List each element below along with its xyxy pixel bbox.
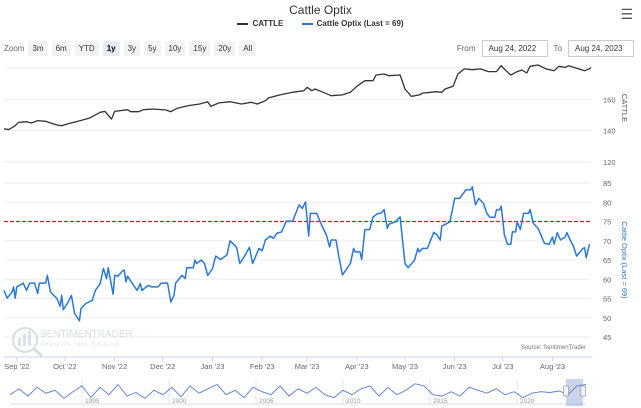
zoom-1y-button[interactable]: 1y — [102, 41, 120, 56]
cattle-optix-line — [3, 186, 591, 322]
to-label: To — [553, 44, 562, 53]
y-tick-label: 65 — [603, 256, 611, 265]
hamburger-menu-icon[interactable]: ☰ — [620, 6, 633, 22]
navigator-tick-label: 2015 — [433, 398, 448, 405]
x-tick-label: Jul '23 — [492, 362, 513, 371]
y-axis-ticks: 120 140 160 45 50 55 60 65 70 75 80 85 — [603, 95, 616, 342]
navigator[interactable]: 1995 2000 2005 2010 2015 2020 — [0, 379, 641, 406]
logo-name: SENTIMENTRADER — [40, 329, 133, 340]
navigator-right-handle[interactable] — [580, 385, 586, 397]
gridlines — [4, 67, 591, 338]
y-tick-label: 55 — [603, 295, 611, 304]
zoom-label: Zoom — [4, 44, 25, 53]
x-tick-label: Nov '22 — [102, 362, 127, 371]
y-tick-label: 140 — [603, 127, 616, 136]
zoom-6m-button[interactable]: 6m — [51, 41, 71, 56]
zoom-3m-button[interactable]: 3m — [28, 41, 48, 56]
cattle-price-line — [3, 64, 592, 131]
x-tick-label: Feb '23 — [250, 362, 275, 371]
navigator-tick-label: 2000 — [172, 398, 187, 405]
navigator-left-handle[interactable] — [563, 385, 569, 397]
zoom-3y-button[interactable]: 3y — [123, 41, 141, 56]
x-tick-label: Mar '23 — [295, 362, 320, 371]
y-tick-label: 120 — [603, 158, 616, 167]
y-tick-label: 60 — [603, 275, 611, 284]
logo-tagline: Analysis over Emotion — [40, 342, 120, 348]
zoom-all-button[interactable]: All — [239, 41, 257, 56]
x-tick-label: Jan '23 — [201, 362, 225, 371]
zoom-selector: Zoom 3m 6m YTD 1y 3y 5y 10y 15y 20y All — [4, 41, 260, 56]
y-tick-label: 50 — [603, 314, 611, 323]
x-tick-label: Aug '23 — [540, 362, 565, 371]
from-date-input[interactable]: Aug 24, 2022 — [481, 40, 548, 57]
legend-label: Cattle Optix (Last = 69) — [316, 19, 404, 28]
navigator-series — [9, 383, 587, 399]
navigator-tick-label: 2020 — [520, 398, 535, 405]
y-tick-label: 160 — [603, 95, 616, 104]
navigator-tick-label: 2010 — [346, 398, 361, 405]
y-tick-label: 80 — [603, 198, 611, 207]
x-axis-ticks: Sep '22 Oct '22 Nov '22 Dec '22 Jan '23 Feb '… — [4, 357, 565, 371]
navigator-selection[interactable] — [566, 379, 583, 406]
zoom-5y-button[interactable]: 5y — [144, 41, 161, 56]
y-tick-label: 70 — [603, 237, 611, 246]
y-tick-label: 45 — [603, 333, 611, 342]
x-tick-label: Jun '23 — [443, 362, 467, 371]
sentimentrader-logo: SENTIMENTRADER Analysis over Emotion — [12, 327, 133, 358]
legend-label: CATTLE — [252, 19, 284, 28]
navigator-tick-label: 2005 — [259, 398, 274, 405]
zoom-15y-button[interactable]: 15y — [189, 41, 211, 56]
x-tick-label: Sep '22 — [4, 362, 29, 371]
x-tick-label: May '23 — [392, 362, 418, 371]
chart-title: Cattle Optix — [289, 3, 352, 17]
zoom-20y-button[interactable]: 20y — [214, 41, 236, 56]
navigator-tick-label: 1995 — [85, 398, 100, 405]
x-tick-label: Dec '22 — [150, 362, 175, 371]
x-tick-label: Apr '23 — [345, 362, 369, 371]
legend: CATTLE Cattle Optix (Last = 69) — [0, 19, 641, 28]
from-label: From — [456, 44, 476, 53]
zoom-ytd-button[interactable]: YTD — [74, 41, 99, 56]
source-label: Source: SentimenTrader — [521, 345, 586, 351]
legend-item-cattle[interactable]: CATTLE — [237, 19, 283, 28]
cattle-axis-title: CATTLE — [620, 94, 629, 122]
date-range: From Aug 24, 2022 To Aug 24, 2023 — [457, 40, 634, 57]
x-tick-label: Oct '22 — [53, 362, 77, 371]
legend-item-cattle-optix[interactable]: Cattle Optix (Last = 69) — [301, 19, 404, 28]
y-tick-label: 75 — [603, 218, 611, 227]
y-tick-label: 85 — [603, 179, 611, 188]
optix-axis-title: Cattle Optix (Last = 69) — [620, 221, 629, 299]
zoom-10y-button[interactable]: 10y — [164, 41, 186, 56]
series-layer — [3, 64, 592, 322]
to-date-input[interactable]: Aug 24, 2023 — [568, 40, 634, 57]
